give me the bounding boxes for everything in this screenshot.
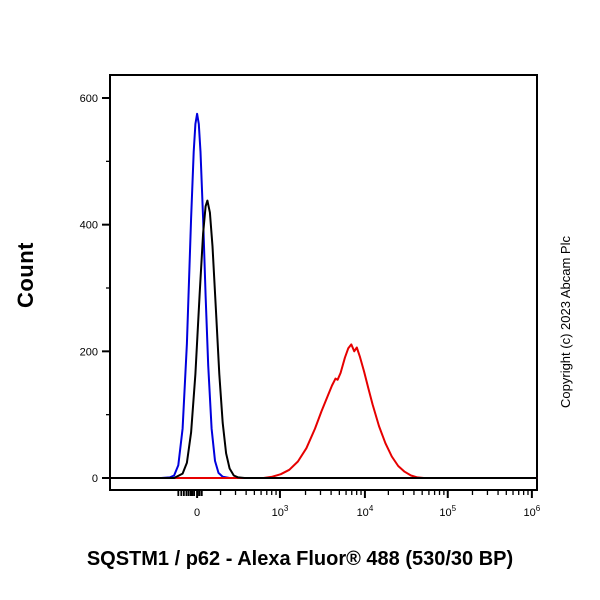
x-axis: 0 103 104 105 106: [177, 490, 541, 519]
y-tick-label: 400: [80, 220, 98, 232]
x-tick-label: 0: [194, 507, 200, 519]
y-axis-title: Count: [13, 241, 38, 309]
series-black-peak: [109, 199, 538, 479]
x-tick-label: 105: [439, 504, 456, 519]
series-red-peak: [109, 343, 538, 479]
x-tick-label: 106: [524, 504, 541, 519]
x-tick-label: 103: [272, 504, 289, 519]
x-axis-chart-title: SQSTM1 / p62 - Alexa Fluor® 488 (530/30 …: [86, 548, 514, 570]
copyright-text: Copyright (c) 2023 Abcam Plc: [558, 236, 573, 408]
y-tick-label: 600: [80, 93, 98, 105]
series-blue-peak: [109, 112, 538, 479]
y-axis: 0 200 400 600: [80, 93, 110, 485]
y-tick-label: 200: [80, 346, 98, 358]
y-tick-label: 0: [92, 473, 98, 485]
plot-frame: [109, 74, 538, 491]
series-curves: [109, 112, 538, 479]
x-tick-label: 104: [357, 504, 374, 519]
